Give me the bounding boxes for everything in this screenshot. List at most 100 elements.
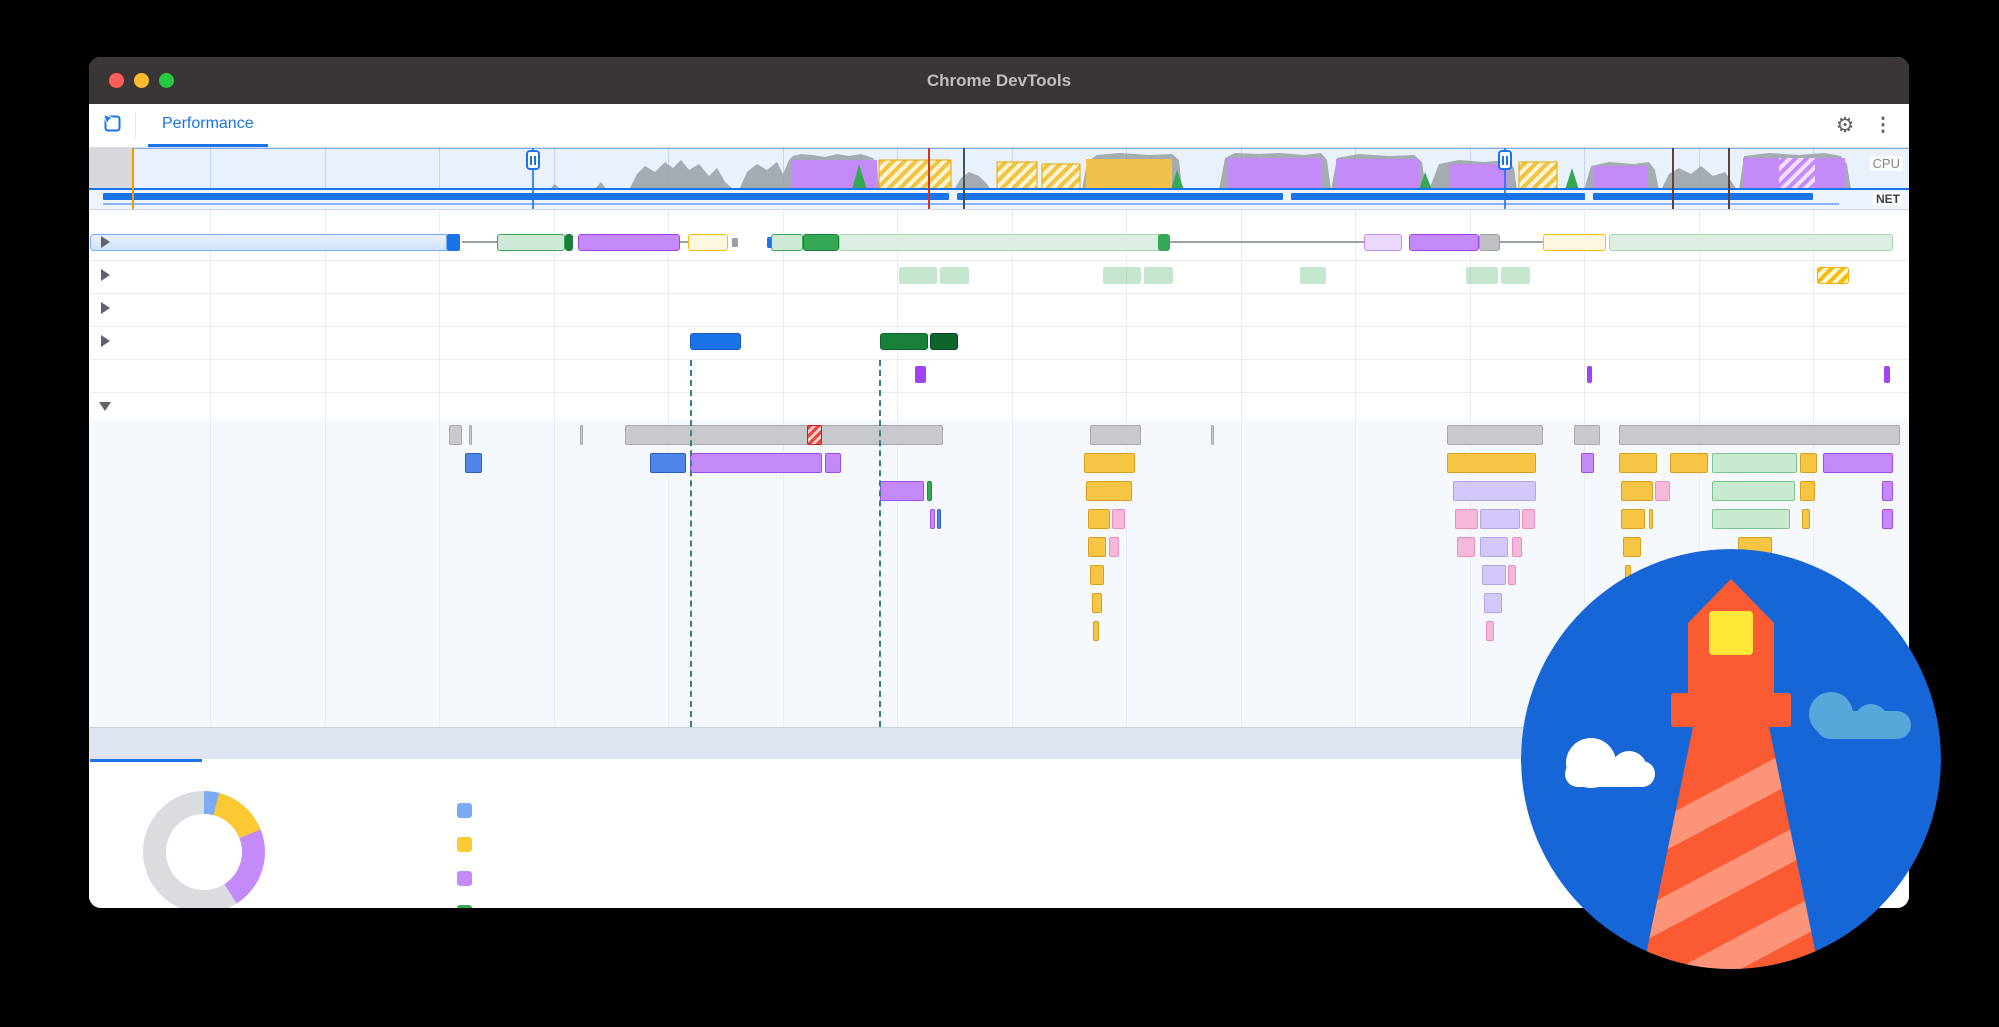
flame-entry[interactable] bbox=[580, 425, 583, 445]
zoom-button[interactable] bbox=[159, 73, 174, 88]
timeline-entry[interactable] bbox=[1103, 267, 1141, 284]
flame-entry[interactable] bbox=[1581, 453, 1594, 473]
flame-entry[interactable] bbox=[1621, 509, 1645, 529]
flame-entry[interactable] bbox=[825, 453, 841, 473]
flame-entry[interactable] bbox=[1882, 481, 1893, 501]
timeline-entry[interactable] bbox=[565, 234, 573, 251]
flame-entry[interactable] bbox=[1670, 453, 1708, 473]
flame-entry[interactable] bbox=[1621, 481, 1653, 501]
track-expand-arrow-4[interactable] bbox=[101, 335, 110, 347]
settings-gear-icon[interactable]: ⚙ bbox=[1835, 114, 1855, 137]
timeline-entry[interactable] bbox=[1479, 234, 1500, 251]
flame-entry[interactable] bbox=[1522, 509, 1535, 529]
tab-performance[interactable]: Performance bbox=[148, 104, 268, 147]
flame-entry[interactable] bbox=[1712, 509, 1790, 529]
flame-entry[interactable] bbox=[1109, 537, 1119, 557]
flame-entry[interactable] bbox=[469, 425, 472, 445]
timeline-entry[interactable] bbox=[90, 234, 447, 251]
timeline-entry[interactable] bbox=[771, 234, 803, 251]
flame-entry[interactable] bbox=[1482, 565, 1506, 585]
flame-entry[interactable] bbox=[1649, 509, 1653, 529]
timeline-entry[interactable] bbox=[447, 234, 460, 251]
flame-entry[interactable] bbox=[1455, 509, 1478, 529]
timeline-entry[interactable] bbox=[915, 366, 926, 383]
flame-entry[interactable] bbox=[1619, 453, 1657, 473]
flame-entry[interactable] bbox=[690, 453, 822, 473]
more-options-kebab-icon[interactable]: ⋮ bbox=[1873, 115, 1893, 136]
flame-entry[interactable] bbox=[1090, 565, 1104, 585]
flame-entry[interactable] bbox=[1211, 425, 1214, 445]
timeline-entry[interactable] bbox=[688, 234, 728, 251]
flame-entry[interactable] bbox=[1084, 453, 1135, 473]
flame-entry[interactable] bbox=[1619, 425, 1900, 445]
flame-entry[interactable] bbox=[937, 509, 941, 529]
flame-entry[interactable] bbox=[1508, 565, 1516, 585]
timeline-entry[interactable] bbox=[1466, 267, 1498, 284]
timeline-entry[interactable] bbox=[899, 267, 937, 284]
flame-entry[interactable] bbox=[1088, 509, 1110, 529]
timeline-entry[interactable] bbox=[880, 333, 928, 350]
close-button[interactable] bbox=[109, 73, 124, 88]
zoom-handle[interactable] bbox=[526, 150, 540, 170]
timeline-entry[interactable] bbox=[1144, 267, 1173, 284]
timeline-entry[interactable] bbox=[1884, 366, 1890, 383]
flame-entry[interactable] bbox=[449, 425, 462, 445]
track-collapse-arrow-main[interactable] bbox=[99, 402, 111, 411]
flame-entry[interactable] bbox=[1453, 481, 1536, 501]
flame-entry[interactable] bbox=[1802, 509, 1810, 529]
timeline-entry[interactable] bbox=[803, 234, 839, 251]
timeline-entry[interactable] bbox=[462, 241, 497, 243]
flame-entry[interactable] bbox=[880, 481, 924, 501]
flame-entry[interactable] bbox=[930, 509, 935, 529]
flame-entry[interactable] bbox=[1093, 621, 1099, 641]
timeline-entry[interactable] bbox=[690, 333, 741, 350]
flame-entry[interactable] bbox=[1092, 593, 1102, 613]
timeline-entry[interactable] bbox=[930, 333, 958, 350]
flame-entry[interactable] bbox=[1480, 509, 1520, 529]
flame-entry[interactable] bbox=[1486, 621, 1494, 641]
timeline-entry[interactable] bbox=[1587, 366, 1592, 383]
flame-entry[interactable] bbox=[1090, 425, 1141, 445]
timeline-entry[interactable] bbox=[1364, 234, 1402, 251]
timeline-entry[interactable] bbox=[839, 234, 1164, 251]
timeline-entry[interactable] bbox=[1170, 241, 1364, 243]
timeline-entry[interactable] bbox=[1158, 234, 1170, 251]
timeline-entry[interactable] bbox=[940, 267, 969, 284]
track-expand-arrow-3[interactable] bbox=[101, 302, 110, 314]
flame-entry[interactable] bbox=[1800, 453, 1817, 473]
track-expand-arrow-1[interactable] bbox=[101, 236, 110, 248]
flame-entry[interactable] bbox=[1882, 509, 1893, 529]
flame-entry[interactable] bbox=[1655, 481, 1670, 501]
flame-entry[interactable] bbox=[1447, 425, 1543, 445]
timeline-entry[interactable] bbox=[732, 238, 738, 247]
flame-entry[interactable] bbox=[1112, 509, 1125, 529]
inspect-element-button[interactable] bbox=[89, 104, 135, 147]
flame-entry[interactable] bbox=[1447, 453, 1536, 473]
flame-entry[interactable] bbox=[1823, 453, 1893, 473]
timeline-entry[interactable] bbox=[1501, 267, 1530, 284]
track-expand-arrow-2[interactable] bbox=[101, 269, 110, 281]
timeline-entry[interactable] bbox=[1543, 234, 1606, 251]
timeline-entry[interactable] bbox=[578, 234, 680, 251]
timeline-entry[interactable] bbox=[1500, 241, 1543, 243]
zoom-handle[interactable] bbox=[1498, 150, 1512, 170]
flame-entry[interactable] bbox=[465, 453, 482, 473]
timeline-entry[interactable] bbox=[1817, 267, 1849, 284]
flame-entry[interactable] bbox=[1712, 481, 1795, 501]
titlebar[interactable]: Chrome DevTools bbox=[89, 57, 1909, 104]
flame-entry[interactable] bbox=[625, 425, 943, 445]
flame-entry[interactable] bbox=[1484, 593, 1502, 613]
minimize-button[interactable] bbox=[134, 73, 149, 88]
flame-entry[interactable] bbox=[650, 453, 686, 473]
flame-entry[interactable] bbox=[927, 481, 932, 501]
timeline-entry[interactable] bbox=[1300, 267, 1326, 284]
timeline-overview[interactable]: CPU NET bbox=[89, 148, 1909, 210]
flame-entry[interactable] bbox=[807, 425, 822, 445]
timeline-entry[interactable] bbox=[1609, 234, 1893, 251]
flame-entry[interactable] bbox=[1086, 481, 1132, 501]
flame-entry[interactable] bbox=[1574, 425, 1600, 445]
flame-entry[interactable] bbox=[1712, 453, 1797, 473]
flame-entry[interactable] bbox=[1800, 481, 1815, 501]
timeline-entry[interactable] bbox=[1409, 234, 1479, 251]
timeline-entry[interactable] bbox=[680, 241, 688, 243]
